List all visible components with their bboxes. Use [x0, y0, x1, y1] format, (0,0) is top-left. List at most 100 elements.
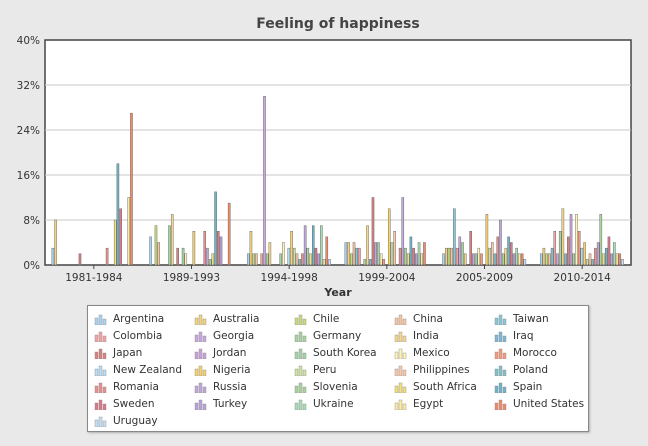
legend-item[interactable]: Ukraine — [294, 397, 354, 411]
bar-colombia[interactable] — [260, 253, 264, 266]
bar-romania[interactable] — [594, 247, 597, 266]
bar-philippines[interactable] — [393, 231, 396, 266]
bar-chile[interactable] — [447, 247, 451, 266]
bar-new-zealand[interactable] — [287, 247, 291, 266]
bar-morocco[interactable] — [382, 259, 386, 266]
bar-spain[interactable] — [605, 247, 608, 266]
bar-china[interactable] — [352, 242, 356, 266]
legend-item[interactable]: Morocco — [494, 346, 557, 360]
bar-romania[interactable] — [105, 247, 109, 266]
bar-united-states[interactable] — [325, 236, 329, 266]
bar-china[interactable] — [548, 253, 551, 266]
legend-item[interactable]: Turkey — [194, 397, 247, 411]
bar-india[interactable] — [561, 208, 565, 266]
bar-sweden[interactable] — [510, 242, 513, 266]
bar-colombia[interactable] — [455, 247, 459, 266]
bar-china[interactable] — [157, 242, 160, 266]
bar-spain[interactable] — [116, 163, 120, 266]
legend-item[interactable]: Romania — [94, 380, 159, 394]
bar-russia[interactable] — [596, 242, 600, 266]
bar-iraq[interactable] — [564, 253, 567, 266]
bar-romania[interactable] — [398, 247, 402, 266]
bar-china[interactable] — [450, 247, 453, 266]
bar-nigeria[interactable] — [290, 231, 293, 266]
bar-nigeria[interactable] — [485, 214, 489, 266]
bar-sweden[interactable] — [607, 236, 611, 266]
legend-item[interactable]: Jordan — [194, 346, 246, 360]
bar-germany[interactable] — [168, 225, 171, 266]
bar-chile[interactable] — [252, 253, 255, 266]
bar-slovenia[interactable] — [599, 214, 603, 266]
bar-egypt[interactable] — [127, 197, 131, 266]
bar-peru[interactable] — [293, 247, 296, 266]
bar-argentina[interactable] — [442, 253, 445, 266]
bar-australia[interactable] — [54, 219, 57, 266]
bar-united-states[interactable] — [423, 242, 426, 266]
bar-argentina[interactable] — [539, 253, 543, 266]
legend-item[interactable]: Sweden — [94, 397, 155, 411]
legend-item[interactable]: Poland — [494, 363, 548, 377]
bar-poland[interactable] — [298, 259, 301, 266]
bar-taiwan[interactable] — [355, 247, 358, 266]
bar-morocco[interactable] — [577, 231, 581, 266]
legend-item[interactable]: Taiwan — [494, 312, 549, 326]
bar-spain[interactable] — [214, 191, 217, 266]
bar-slovenia[interactable] — [501, 253, 505, 266]
bar-russia[interactable] — [401, 197, 405, 266]
legend-item[interactable]: Slovenia — [294, 380, 358, 394]
bar-jordan[interactable] — [374, 242, 377, 266]
bar-turkey[interactable] — [317, 253, 320, 266]
bar-georgia[interactable] — [263, 96, 266, 266]
bar-south-africa[interactable] — [211, 253, 215, 266]
bar-ukraine[interactable] — [320, 225, 323, 266]
bar-turkey[interactable] — [415, 253, 418, 266]
bar-taiwan[interactable] — [550, 247, 554, 266]
bar-south-africa[interactable] — [406, 253, 410, 266]
legend-item[interactable]: Uruguay — [94, 414, 158, 428]
bar-uruguay[interactable] — [328, 259, 331, 266]
bar-georgia[interactable] — [458, 236, 462, 266]
bar-india[interactable] — [268, 242, 272, 266]
legend-item[interactable]: Russia — [194, 380, 247, 394]
bar-poland[interactable] — [591, 259, 594, 266]
bar-germany[interactable] — [461, 242, 464, 266]
legend-item[interactable]: Colombia — [94, 329, 162, 343]
bar-australia[interactable] — [542, 247, 546, 266]
bar-australia[interactable] — [347, 242, 350, 266]
bar-georgia[interactable] — [556, 253, 559, 266]
legend-item[interactable]: India — [394, 329, 439, 343]
bar-sweden[interactable] — [119, 208, 122, 266]
bar-australia[interactable] — [445, 247, 448, 266]
bar-egypt[interactable] — [615, 253, 619, 266]
bar-south-africa[interactable] — [309, 253, 312, 266]
bar-japan[interactable] — [371, 197, 375, 266]
bar-india[interactable] — [170, 214, 174, 266]
legend-item[interactable]: Georgia — [194, 329, 254, 343]
legend-item[interactable]: New Zealand — [94, 363, 182, 377]
legend-item[interactable]: Chile — [294, 312, 339, 326]
bar-japan[interactable] — [567, 236, 570, 266]
bar-south-korea[interactable] — [377, 242, 380, 266]
bar-nigeria[interactable] — [387, 208, 391, 266]
bar-turkey[interactable] — [610, 253, 613, 266]
bar-south-africa[interactable] — [602, 253, 605, 266]
bar-germany[interactable] — [265, 253, 269, 266]
bar-china[interactable] — [255, 253, 258, 266]
bar-south-korea[interactable] — [279, 253, 282, 266]
bar-philippines[interactable] — [588, 253, 592, 266]
bar-slovenia[interactable] — [306, 247, 310, 266]
bar-chile[interactable] — [545, 253, 548, 266]
legend-item[interactable]: South Africa — [394, 380, 477, 394]
bar-egypt[interactable] — [518, 253, 521, 266]
bar-spain[interactable] — [312, 225, 315, 266]
legend-item[interactable]: South Korea — [294, 346, 377, 360]
bar-chile[interactable] — [350, 253, 353, 266]
bar-philippines[interactable] — [295, 253, 299, 266]
bar-japan[interactable] — [176, 247, 179, 266]
bar-russia[interactable] — [499, 219, 502, 266]
bar-egypt[interactable] — [420, 253, 424, 266]
bar-united-states[interactable] — [520, 253, 524, 266]
bar-mexico[interactable] — [282, 242, 285, 266]
legend-item[interactable]: Japan — [94, 346, 142, 360]
bar-japan[interactable] — [78, 253, 82, 266]
